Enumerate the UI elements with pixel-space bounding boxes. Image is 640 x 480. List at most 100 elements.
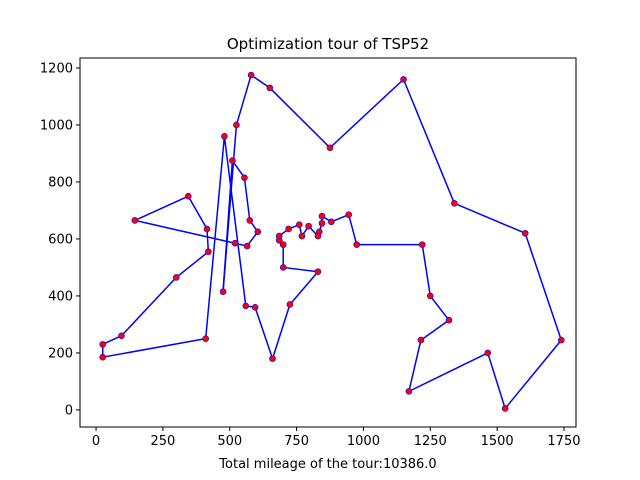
- y-tick-label: 1000: [40, 118, 73, 133]
- city-point: [418, 241, 426, 248]
- city-point: [229, 157, 236, 164]
- x-tick-label: 750: [284, 434, 309, 449]
- city-point: [400, 76, 407, 83]
- city-point: [251, 304, 259, 311]
- tour-segment: [329, 78, 405, 149]
- city-point: [203, 225, 211, 233]
- city-point: [205, 248, 212, 256]
- tour-segment: [271, 303, 291, 360]
- tour-segment: [402, 78, 456, 205]
- x-tick-label: 0: [92, 434, 100, 449]
- plot-frame: [79, 57, 577, 428]
- tour-segment: [504, 339, 563, 410]
- tour-segment: [206, 228, 210, 253]
- x-tick-label: 250: [150, 434, 175, 449]
- tour-segment: [347, 213, 358, 246]
- city-point: [557, 336, 565, 344]
- city-point: [279, 241, 287, 248]
- tour-segment: [289, 270, 319, 306]
- city-point: [484, 349, 492, 357]
- tour-segment: [243, 176, 251, 222]
- x-tick-label: 1000: [347, 434, 380, 449]
- tour-segment: [420, 319, 450, 341]
- tour-segment: [269, 87, 331, 149]
- city-point: [221, 133, 228, 140]
- x-tick-label: 1250: [414, 434, 447, 449]
- x-tick-label: 1750: [547, 434, 580, 449]
- city-point: [521, 229, 529, 237]
- city-point: [279, 264, 287, 271]
- city-point: [202, 335, 209, 342]
- tour-segment: [235, 74, 252, 126]
- tour-segment: [250, 74, 271, 89]
- y-tick-label: 0: [65, 403, 73, 418]
- tour-segment: [134, 195, 190, 222]
- city-markers: [99, 71, 565, 412]
- city-point: [285, 225, 292, 233]
- tour-segment: [408, 352, 489, 393]
- city-point: [345, 211, 353, 219]
- chart-title: Optimization tour of TSP52: [227, 35, 429, 53]
- tour-segment: [223, 135, 247, 307]
- city-point: [241, 174, 248, 181]
- city-point: [231, 239, 239, 247]
- tour-segment: [175, 251, 210, 279]
- city-point: [242, 302, 250, 310]
- tour-segment: [429, 295, 450, 321]
- y-tick-label: 400: [48, 289, 73, 304]
- city-point: [426, 292, 434, 300]
- city-point: [247, 71, 255, 79]
- x-tick-label: 1500: [481, 434, 514, 449]
- y-tick-label: 1200: [40, 61, 73, 76]
- tour-segment: [254, 306, 274, 360]
- tour-segment: [101, 337, 207, 358]
- tour-segment: [421, 243, 432, 297]
- tour-segment: [231, 159, 246, 179]
- city-point: [417, 336, 425, 344]
- city-point: [314, 232, 322, 240]
- city-point: [318, 212, 326, 220]
- city-point: [246, 217, 254, 224]
- tour-segment: [408, 339, 422, 393]
- tour-segment: [204, 135, 226, 340]
- city-point: [118, 332, 125, 340]
- city-point: [233, 121, 240, 129]
- tour-segment: [487, 352, 506, 410]
- city-point: [184, 192, 192, 200]
- city-point: [99, 341, 107, 348]
- city-point: [286, 301, 294, 308]
- tour-segment: [187, 195, 208, 230]
- city-point: [305, 222, 312, 230]
- city-point: [405, 388, 413, 395]
- tour-segment: [120, 276, 178, 337]
- city-point: [326, 144, 334, 152]
- tour-segment: [222, 124, 238, 293]
- city-point: [219, 288, 227, 295]
- city-point: [243, 242, 251, 250]
- y-tick-label: 200: [48, 346, 73, 361]
- city-point: [172, 274, 180, 281]
- tour-segment: [282, 266, 319, 273]
- city-point: [275, 232, 283, 240]
- city-point: [269, 355, 276, 362]
- x-axis-label: Total mileage of the tour:10386.0: [218, 457, 436, 472]
- city-point: [353, 241, 361, 248]
- city-point: [314, 268, 322, 276]
- city-point: [131, 217, 139, 224]
- tour-segment: [134, 219, 236, 244]
- city-point: [318, 219, 326, 227]
- tour-segment: [101, 335, 123, 346]
- tour-segment: [453, 202, 526, 234]
- city-point: [295, 221, 303, 228]
- city-point: [99, 353, 107, 361]
- tour-segment: [524, 232, 563, 341]
- city-point: [501, 405, 509, 412]
- y-tick-label: 800: [48, 175, 73, 190]
- city-point: [328, 218, 335, 226]
- city-point: [266, 84, 274, 92]
- axis-ticks: 0 250 500 750 1000 1250 1500 1750 0 200 400 600 800 1…: [40, 61, 581, 449]
- x-tick-label: 500: [217, 434, 242, 449]
- city-point: [254, 228, 262, 236]
